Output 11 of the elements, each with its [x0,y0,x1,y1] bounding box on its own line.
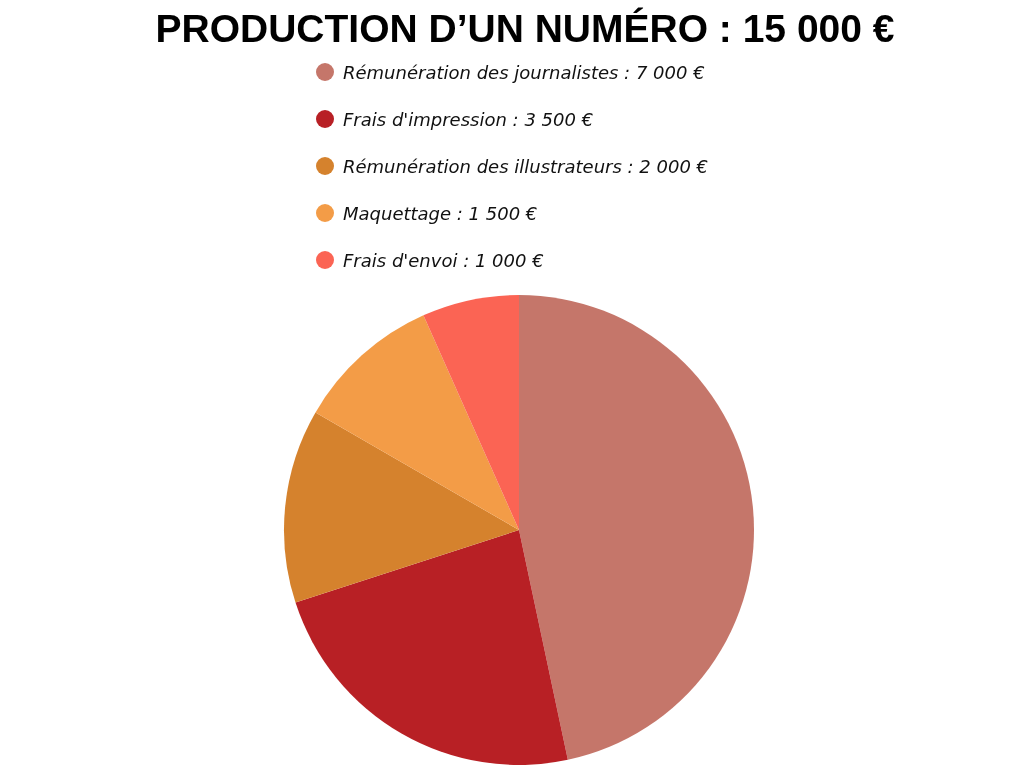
pie-slice [284,412,519,603]
pie-slice [423,295,519,530]
chart-title: PRODUCTION D’UN NUMÉRO : 15 000 € [155,7,895,50]
legend-label: Frais d'impression : 3 500 € [343,108,594,130]
pie-slice [519,295,754,760]
pie-slice [315,315,519,530]
legend-label: Rémunération des journalistes : 7 000 € [343,61,705,83]
pie-slice [295,530,568,765]
legend-label: Frais d'envoi : 1 000 € [343,249,544,271]
legend-label: Rémunération des illustrateurs : 2 000 € [343,155,709,177]
legend-label: Maquettage : 1 500 € [343,202,538,224]
